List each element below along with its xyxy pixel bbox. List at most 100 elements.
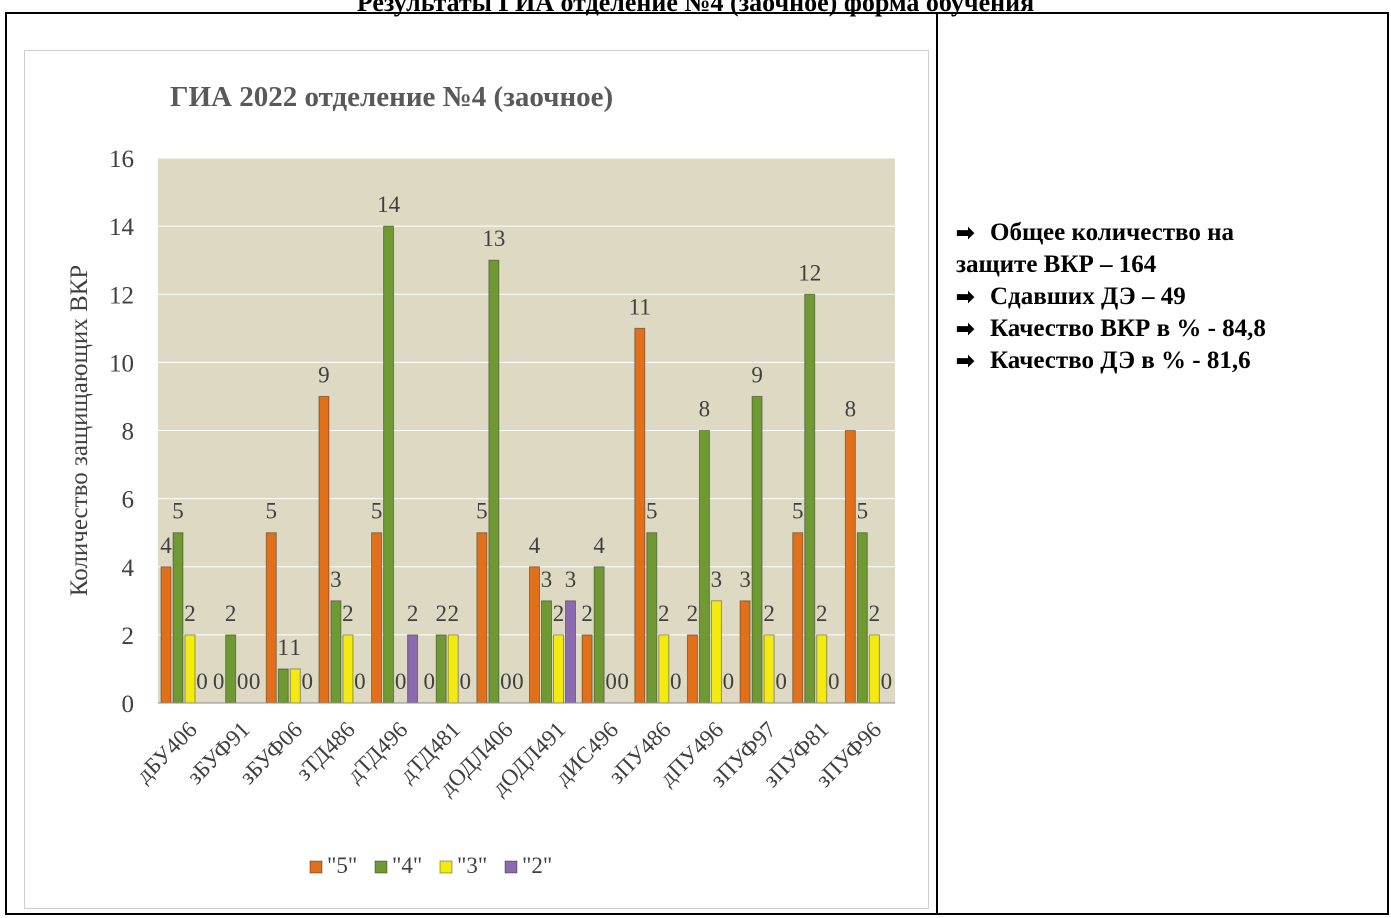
y-tick-label: 6 [122, 487, 135, 514]
bar [529, 566, 540, 704]
arrow-right-icon: ➡ [956, 348, 975, 373]
bar [739, 600, 751, 704]
data-label: 2 [184, 601, 196, 626]
data-label: 2 [687, 601, 699, 626]
data-label: 9 [318, 362, 330, 387]
data-label: 0 [395, 669, 407, 694]
legend-swatch [439, 860, 453, 874]
data-label: 1 [278, 635, 290, 660]
data-label: 2 [342, 601, 354, 626]
data-label: 5 [792, 499, 804, 524]
data-label: 4 [160, 533, 172, 558]
bar [658, 634, 670, 704]
data-label: 0 [213, 669, 225, 694]
data-label: 2 [816, 601, 828, 626]
bar [318, 395, 330, 704]
bar [488, 259, 500, 704]
summary-item-passed: ➡ Сдавших ДЭ – 49 [956, 281, 1376, 313]
bar [447, 634, 459, 704]
data-label: 5 [371, 499, 383, 524]
data-label: 8 [845, 397, 857, 422]
y-tick-label: 12 [109, 282, 134, 309]
bar [686, 634, 698, 704]
bar [371, 532, 383, 704]
bar [435, 634, 447, 704]
data-label: 2 [658, 601, 670, 626]
y-axis-label: Количество защищающих ВКР [66, 265, 93, 596]
bar [265, 532, 277, 704]
y-tick-label: 4 [122, 555, 135, 582]
bar [804, 293, 816, 704]
data-label: 0 [512, 669, 524, 694]
data-label: 5 [857, 499, 869, 524]
data-label: 14 [377, 192, 401, 217]
data-label: 0 [249, 669, 261, 694]
data-label: 1 [290, 635, 302, 660]
y-tick-label: 10 [109, 350, 134, 377]
data-label: 5 [646, 499, 658, 524]
chart-title: ГИА 2022 отделение №4 (заочное) [170, 81, 613, 113]
data-label: 0 [617, 669, 629, 694]
summary-total-label: Общее количество на [990, 219, 1235, 246]
bar [330, 600, 342, 704]
data-label: 0 [828, 669, 840, 694]
legend-label: "5" [327, 853, 357, 878]
data-label: 13 [482, 226, 505, 251]
bar [646, 532, 658, 704]
data-label: 0 [459, 669, 471, 694]
legend-label: "2" [522, 853, 552, 878]
y-tick-label: 0 [122, 691, 135, 718]
y-tick-label: 2 [122, 623, 135, 650]
bar [225, 634, 237, 704]
bar [856, 532, 868, 704]
bar [581, 634, 593, 704]
data-label: 0 [670, 669, 682, 694]
bar [277, 668, 289, 704]
bar [407, 634, 419, 704]
arrow-right-icon: ➡ [956, 284, 975, 309]
legend-label: "3" [457, 853, 487, 878]
summary-item-vkr-quality: ➡ Качество ВКР в % - 84,8 [956, 313, 1376, 345]
data-label: 0 [881, 669, 893, 694]
chart-container: 0 2 4 6 8 10 12 14 16 ГИА 2022 отделение №4 (заоч… [24, 50, 929, 909]
bar [844, 430, 856, 704]
data-label: 2 [581, 601, 593, 626]
summary-passed-label: Сдавших ДЭ – 49 [990, 283, 1186, 310]
data-label: 0 [196, 669, 208, 694]
bar [160, 566, 172, 704]
bar [763, 634, 775, 704]
bar [816, 634, 828, 704]
data-label: 0 [237, 669, 249, 694]
data-label: 0 [500, 669, 512, 694]
bar [541, 600, 552, 704]
data-label: 5 [266, 499, 278, 524]
data-label: 11 [629, 294, 651, 319]
bar [792, 532, 804, 704]
data-label: 2 [225, 601, 237, 626]
bar [868, 634, 880, 704]
arrow-right-icon: ➡ [956, 316, 975, 341]
bar [710, 600, 722, 704]
bar [751, 395, 763, 704]
data-label: 0 [302, 669, 314, 694]
data-label: 0 [775, 669, 787, 694]
legend-swatch [374, 860, 388, 874]
bar [342, 634, 354, 704]
data-label: 3 [541, 567, 553, 592]
table-divider [936, 14, 938, 913]
data-label: 8 [699, 397, 711, 422]
data-label: 3 [711, 567, 723, 592]
data-label: 0 [423, 669, 435, 694]
summary-item-total: ➡ Общее количество на [956, 217, 1376, 249]
bar [184, 634, 196, 704]
data-label: 2 [869, 601, 881, 626]
bar [476, 532, 488, 704]
y-tick-label: 14 [109, 214, 135, 241]
data-label: 2 [435, 601, 447, 626]
bar [593, 566, 605, 704]
legend-swatch [504, 860, 518, 874]
summary-panel: ➡ Общее количество на защите ВКР – 164 ➡… [956, 217, 1376, 377]
data-label: 3 [565, 567, 577, 592]
data-label: 5 [172, 499, 184, 524]
summary-vkr-quality-label: Качество ВКР в % - 84,8 [990, 315, 1266, 342]
